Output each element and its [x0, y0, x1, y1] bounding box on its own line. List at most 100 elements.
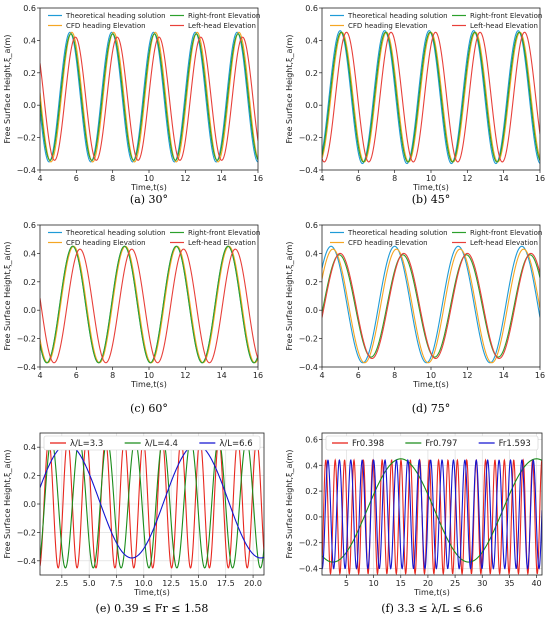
legend-label: Theoretical heading solution — [65, 12, 166, 20]
y-axis-label: Free Surface Height,ξ_a(m) — [3, 242, 12, 351]
x-tick-label: 12.5 — [162, 579, 180, 588]
x-tick-label: 10.0 — [135, 579, 153, 588]
x-tick-label: 15 — [396, 579, 406, 588]
y-tick-label: 0.2 — [23, 472, 36, 481]
x-tick-label: 6 — [356, 371, 361, 380]
y-tick-label: −0.2 — [17, 335, 36, 344]
y-tick-label: 0.4 — [23, 443, 36, 452]
y-tick-label: −0.2 — [17, 528, 36, 537]
y-tick-label: −0.4 — [299, 363, 318, 372]
x-tick-label: 16 — [535, 371, 545, 380]
x-tick-label: 4 — [37, 174, 42, 183]
series-line-a-3 — [40, 36, 258, 161]
x-tick-label: 16 — [253, 371, 263, 380]
y-tick-label: −0.2 — [17, 134, 36, 143]
y-tick-label: 0.0 — [305, 513, 318, 522]
series-line-f-0 — [322, 458, 542, 575]
y-tick-label: 0.2 — [23, 69, 36, 78]
x-tick-label: 12 — [462, 174, 472, 183]
x-tick-label: 6 — [74, 174, 79, 183]
x-tick-label: 4 — [319, 174, 324, 183]
series-line-c-2 — [40, 245, 258, 364]
legend-label: CFD heading Elevation — [66, 239, 146, 247]
x-tick-label: 14 — [499, 371, 509, 380]
y-tick-label: 0.2 — [305, 69, 318, 78]
y-axis-label: Free Surface Height,ξ_a(m) — [285, 35, 294, 144]
x-tick-label: 10 — [144, 371, 154, 380]
y-axis-label: Free Surface Height,ξ_a(m) — [285, 450, 294, 559]
x-tick-label: 8 — [110, 174, 115, 183]
x-tick-label: 2.5 — [55, 579, 68, 588]
legend-label: Left-head Elevation — [470, 239, 538, 247]
y-axis-label: Free Surface Height,ξ_a(m) — [285, 242, 294, 351]
x-tick-label: 20 — [423, 579, 433, 588]
legend-label: CFD heading Elevation — [348, 239, 428, 247]
legend-label: Left-head Elevation — [188, 239, 256, 247]
chart-panel-a: 4 6 8 10 12 14 16 −0.4 −0.2 0.0 0.2 0.4 0.6 Time,t(s)… — [3, 4, 263, 206]
x-tick-label: 4 — [319, 371, 324, 380]
chart-panel-d: 4 6 8 10 12 14 16 −0.4 −0.2 0.0 0.2 0.4 0.6 Time,t(s)… — [285, 221, 545, 415]
legend: Fr0.398 Fr0.797 Fr1.593 — [325, 435, 539, 451]
y-tick-label: −0.2 — [299, 335, 318, 344]
x-tick-label: 16 — [535, 174, 545, 183]
x-tick-label: 4 — [37, 371, 42, 380]
y-tick-label: 0.4 — [23, 36, 36, 45]
series-line-d-0 — [322, 245, 540, 364]
legend-label: Fr1.593 — [499, 439, 531, 449]
series-line-c-3 — [40, 248, 258, 364]
series-line-a-2 — [40, 33, 258, 161]
y-tick-label: 0.6 — [305, 435, 318, 444]
series-line-f-2 — [322, 458, 542, 570]
x-axis-label: Time,t(s) — [133, 588, 170, 597]
y-tick-label: 0.0 — [23, 101, 36, 110]
x-tick-label: 20.0 — [244, 579, 262, 588]
x-axis-label: Time,t(s) — [130, 183, 167, 192]
panel-caption: (d) 75° — [412, 402, 451, 415]
x-tick-label: 14 — [499, 174, 509, 183]
x-tick-label: 12 — [462, 371, 472, 380]
y-tick-label: 0.2 — [305, 487, 318, 496]
x-tick-label: 40 — [531, 579, 541, 588]
panel-caption: (e) 0.39 ≤ Fr ≤ 1.58 — [96, 602, 209, 615]
panel-caption: (f) 3.3 ≤ λ/L ≤ 6.6 — [381, 602, 483, 615]
y-tick-label: −0.2 — [299, 539, 318, 548]
y-tick-label: 0.2 — [305, 278, 318, 287]
legend-label: λ/L=6.6 — [219, 439, 252, 449]
x-tick-label: 8 — [110, 371, 115, 380]
y-tick-label: 0.6 — [305, 221, 318, 230]
x-tick-label: 10 — [144, 174, 154, 183]
series-line-e-2 — [40, 443, 264, 559]
series-line-d-1 — [322, 248, 540, 364]
legend-label: Fr0.797 — [425, 439, 457, 449]
y-tick-label: −0.4 — [17, 557, 36, 566]
chart-panel-e: 2.5 5.0 7.5 10.0 12.5 15.0 17.5 20.0 −0.4 −0.2 0.0… — [3, 432, 265, 615]
y-tick-label: 0.6 — [23, 221, 36, 230]
y-tick-label: 0.4 — [23, 249, 36, 258]
legend-label: λ/L=3.3 — [70, 439, 103, 449]
legend-label: Theoretical heading solution — [347, 12, 448, 20]
y-tick-label: 0.4 — [305, 461, 318, 470]
y-tick-label: 0.0 — [23, 306, 36, 315]
y-tick-label: −0.4 — [299, 565, 318, 574]
x-tick-label: 10 — [426, 174, 436, 183]
x-tick-label: 30 — [477, 579, 487, 588]
x-tick-label: 10 — [426, 371, 436, 380]
x-tick-label: 17.5 — [217, 579, 235, 588]
y-axis-label: Free Surface Height,ξ_a(m) — [3, 35, 12, 144]
legend-label: Right-front Elevation — [470, 229, 542, 237]
legend-label: Right-front Elevation — [188, 12, 260, 20]
legend-box — [43, 435, 261, 451]
legend-label: Left-head Elevation — [188, 22, 256, 30]
x-axis-label: Time,t(s) — [130, 380, 167, 389]
x-tick-label: 15.0 — [190, 579, 208, 588]
legend-box — [325, 435, 539, 451]
legend-label: λ/L=4.4 — [145, 439, 178, 449]
series-line-b-3 — [322, 31, 540, 163]
chart-panel-f: 5 10 15 20 25 30 35 40 −0.4 −0.2 0.0 0.2 0.4 0.6 Time,… — [285, 432, 543, 615]
legend-label: Right-front Elevation — [188, 229, 260, 237]
y-tick-label: −0.2 — [299, 134, 318, 143]
y-axis-label: Free Surface Height,ξ_a(m) — [3, 450, 12, 559]
series-line-a-0 — [40, 31, 258, 163]
x-tick-label: 8 — [392, 174, 397, 183]
